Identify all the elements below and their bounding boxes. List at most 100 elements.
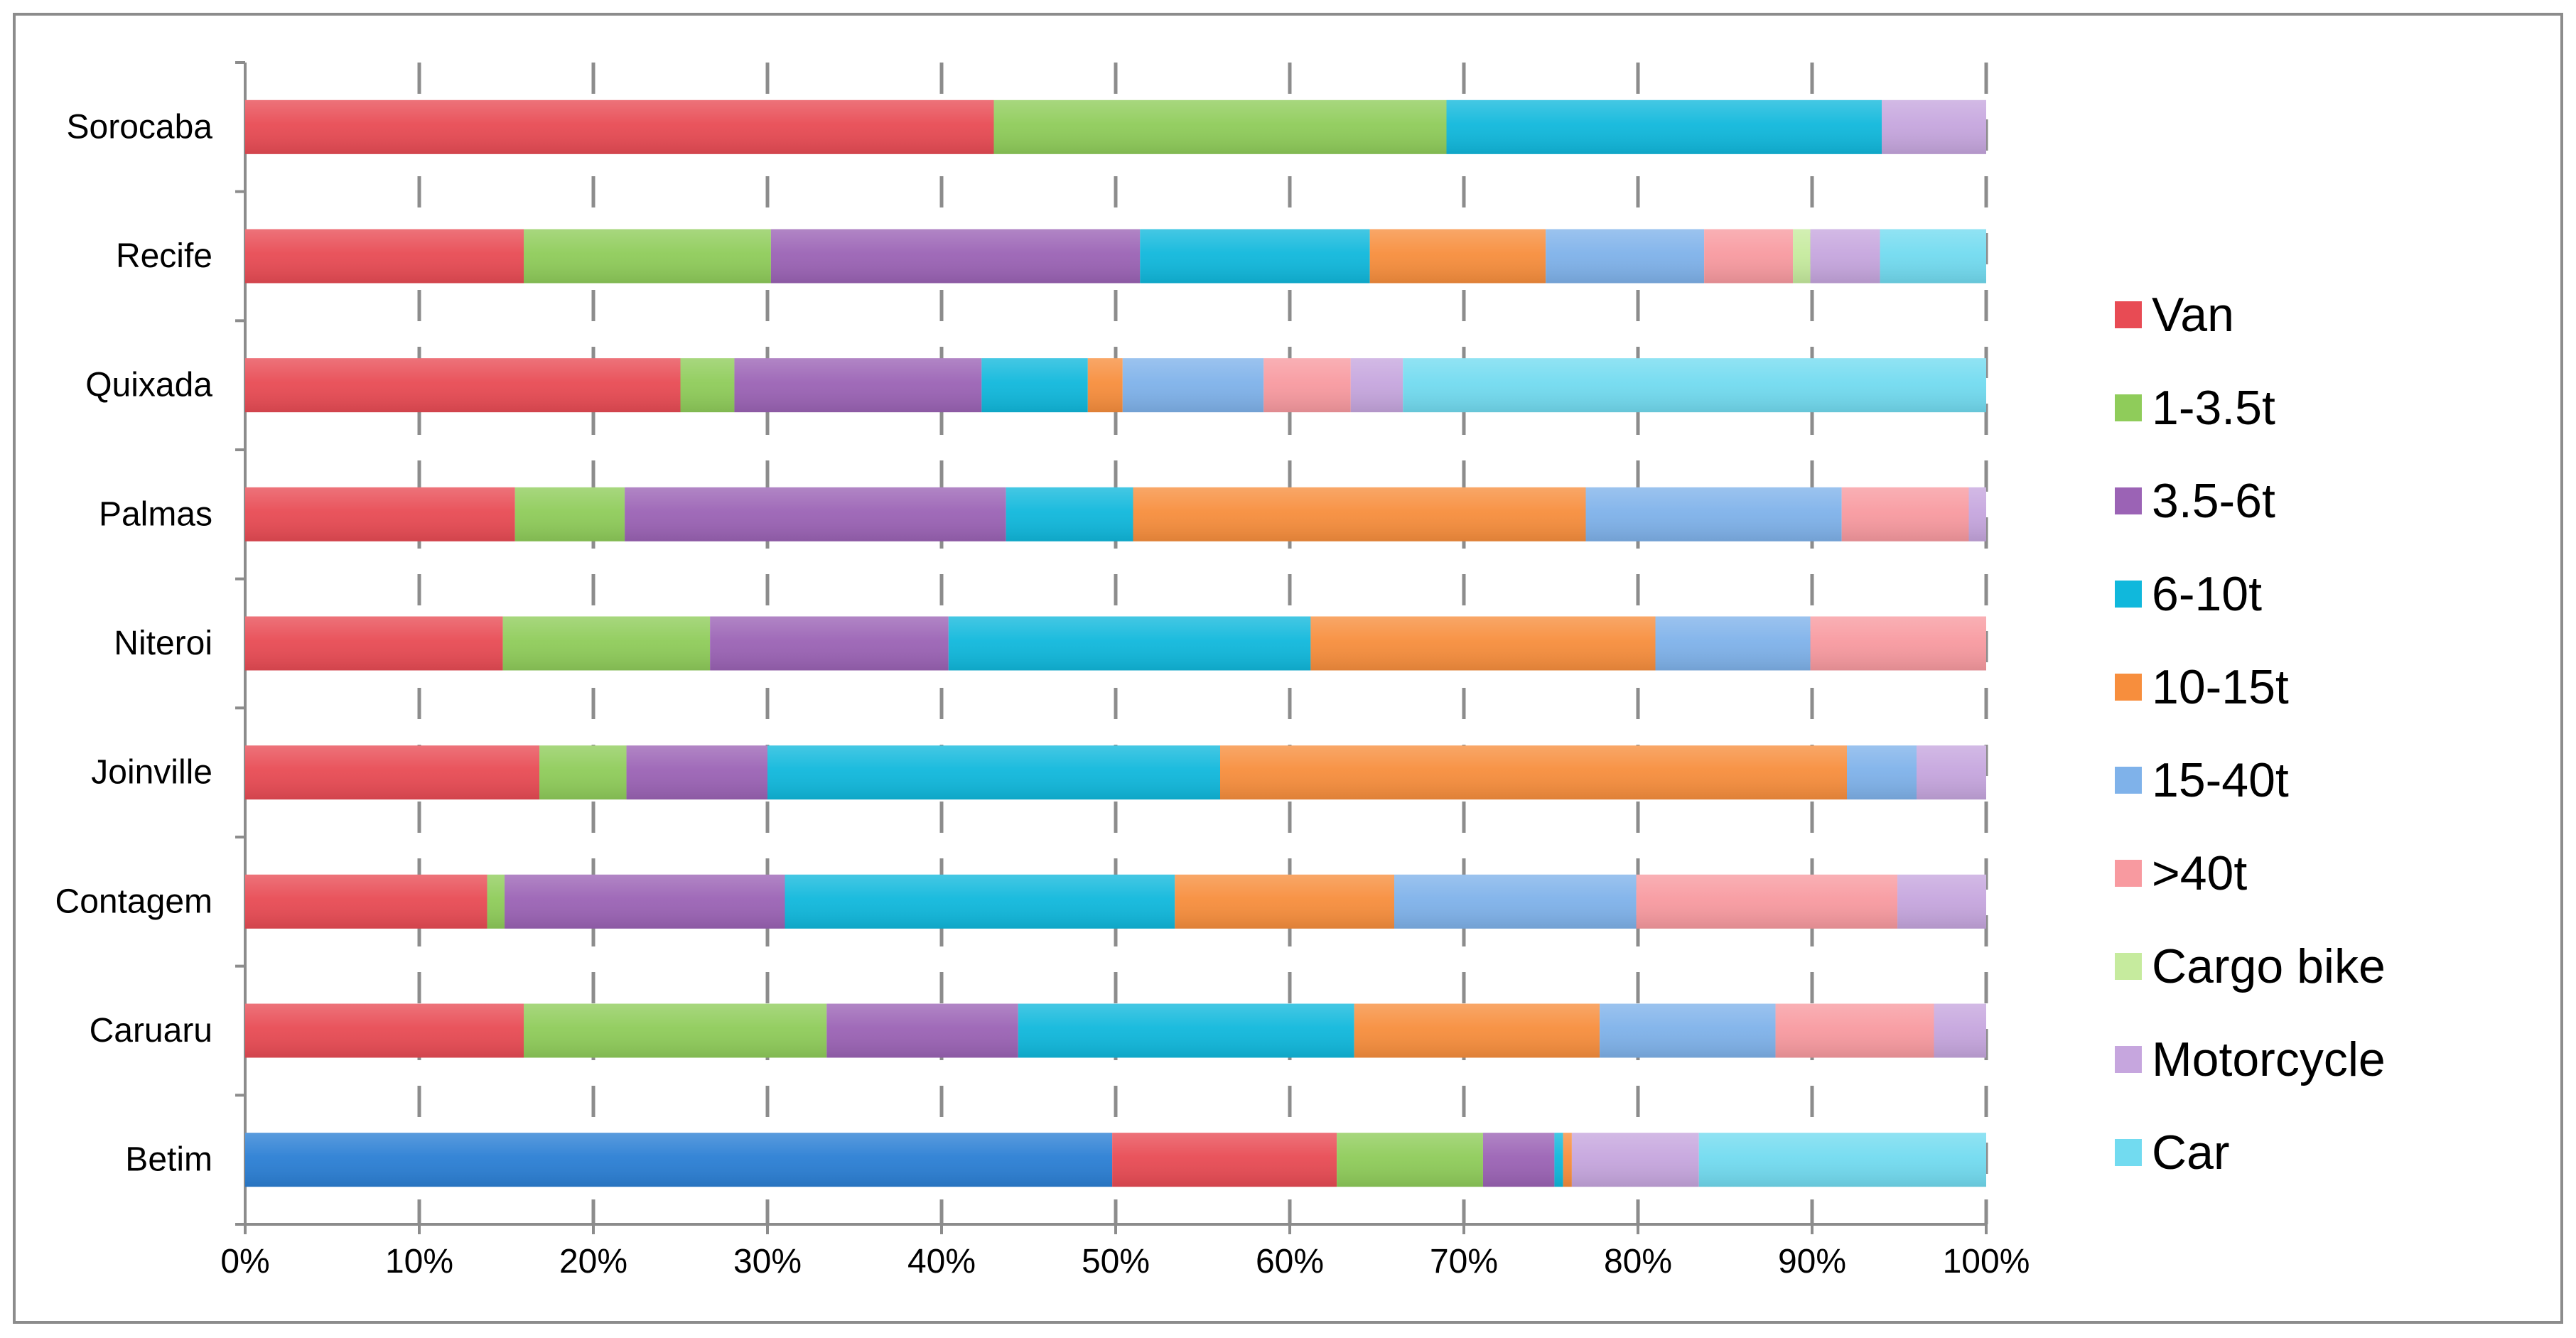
bar-shade-palmas-10-15t — [1133, 487, 1586, 541]
category-label-quixada: Quixada — [85, 367, 212, 404]
bar-shade-contagem-40t — [1636, 874, 1898, 929]
legend-swatch-15-40t — [2115, 767, 2142, 794]
bar-shade-palmas-15-40t — [1585, 487, 1842, 541]
category-label-caruaru: Caruaru — [90, 1012, 212, 1050]
bar-shade-palmas-6-10t — [1006, 487, 1133, 541]
bar-shade-contagem-van — [245, 874, 487, 929]
x-tick-label-0: 0% — [220, 1243, 269, 1280]
legend-label-10-15t: 10-15t — [2152, 660, 2289, 714]
bar-shade-recife-car — [1880, 229, 1986, 284]
x-tick-label-100: 100% — [1943, 1243, 2030, 1280]
bar-shade-joinville-motorcycle — [1917, 745, 1986, 800]
legend-label-40t: >40t — [2152, 846, 2247, 900]
bar-shade-sorocaba-6-10t — [1446, 99, 1882, 154]
bar-shade-betim-6-10t — [1554, 1133, 1563, 1187]
bar-shade-betim-1-3-5t — [1337, 1133, 1483, 1187]
category-label-joinville: Joinville — [91, 754, 212, 792]
bar-shade-quixada-car — [1403, 358, 1986, 413]
category-label-recife: Recife — [116, 237, 212, 275]
bar-shade-niteroi-40t — [1810, 616, 1986, 671]
x-tick-label-50: 50% — [1082, 1243, 1150, 1280]
bar-shade-quixada-40t — [1263, 358, 1351, 413]
bar-shade-joinville-15-40t — [1847, 745, 1917, 800]
axis-labels: Sorocaba Recife Quixada Palmas Niteroi Joinvi… — [55, 108, 2030, 1280]
legend-label-3-5-6t: 3.5-6t — [2152, 474, 2275, 528]
bar-shade-sorocaba-van — [245, 99, 994, 154]
category-label-niteroi: Niteroi — [114, 625, 212, 662]
bar-shade-palmas-motorcycle — [1968, 487, 1986, 541]
bar-shade-caruaru-1-3-5t — [524, 1003, 827, 1058]
bar-shade-joinville-van — [245, 745, 540, 800]
legend-swatch-cargo-bike — [2115, 953, 2142, 980]
x-tick-label-10: 10% — [385, 1243, 453, 1280]
legend-swatch-1-3-5t — [2115, 394, 2142, 421]
category-label-betim: Betim — [125, 1141, 212, 1179]
bar-shade-recife-1-3-5t — [524, 229, 771, 284]
bar-shade-quixada-3-5-6t — [734, 358, 982, 413]
bar-shade-contagem-3-5-6t — [505, 874, 785, 929]
bar-shade-recife-van — [245, 229, 524, 284]
bar-shade-caruaru-3-5-6t — [826, 1003, 1018, 1058]
bar-shade-sorocaba-1-3-5t — [993, 99, 1447, 154]
bar-shade-joinville-10-15t — [1220, 745, 1847, 800]
x-tick-label-60: 60% — [1256, 1243, 1324, 1280]
bar-shade-niteroi-3-5-6t — [710, 616, 949, 671]
bar-shade-recife-cargo-bike — [1793, 229, 1811, 284]
bar-shade-niteroi-10-15t — [1310, 616, 1656, 671]
bar-shade-betim-10-15t — [1563, 1133, 1572, 1187]
bar-shade-caruaru-10-15t — [1354, 1003, 1600, 1058]
legend-swatch-6-10t — [2115, 581, 2142, 608]
legend-swatch-motorcycle — [2115, 1046, 2142, 1073]
category-label-contagem: Contagem — [55, 883, 212, 920]
bar-shade-niteroi-6-10t — [948, 616, 1311, 671]
x-tick-label-90: 90% — [1778, 1243, 1846, 1280]
bar-shade-quixada-6-10t — [981, 358, 1088, 413]
legend-label-motorcycle: Motorcycle — [2152, 1032, 2386, 1086]
bar-shade-betim-van — [1112, 1133, 1337, 1187]
bar-shade-palmas-1-3-5t — [514, 487, 625, 541]
legend-swatch-40t — [2115, 860, 2142, 887]
x-tick-label-40: 40% — [907, 1243, 976, 1280]
bar-shade-palmas-van — [245, 487, 515, 541]
category-label-sorocaba: Sorocaba — [67, 108, 213, 146]
category-label-palmas: Palmas — [99, 495, 212, 533]
bar-shade-quixada-1-3-5t — [680, 358, 735, 413]
bar-shade-sorocaba-motorcycle — [1882, 99, 1986, 154]
bar-shade-recife-6-10t — [1140, 229, 1370, 284]
bars — [245, 99, 1986, 1187]
bar-shade-recife-40t — [1704, 229, 1794, 284]
legend-label-car: Car — [2152, 1126, 2230, 1180]
bar-shade-recife-10-15t — [1369, 229, 1546, 284]
bar-shade-contagem-10-15t — [1175, 874, 1394, 929]
legend: Van 1-3.5t 3.5-6t 6-10t 10-15t 15-40t >40t Carg… — [2115, 288, 2386, 1180]
legend-swatch-van — [2115, 301, 2142, 328]
bar-shade-recife-15-40t — [1546, 229, 1705, 284]
legend-label-1-3-5t: 1-3.5t — [2152, 381, 2275, 435]
bar-shade-caruaru-40t — [1775, 1003, 1934, 1058]
legend-label-van: Van — [2152, 288, 2234, 342]
bar-shade-palmas-3-5-6t — [625, 487, 1006, 541]
bar-shade-caruaru-van — [245, 1003, 524, 1058]
legend-swatch-car — [2115, 1139, 2142, 1166]
x-tick-label-70: 70% — [1430, 1243, 1498, 1280]
bar-shade-quixada-15-40t — [1122, 358, 1264, 413]
legend-label-15-40t: 15-40t — [2152, 753, 2289, 807]
bar-shade-contagem-1-3-5t — [487, 874, 505, 929]
bar-shade-caruaru-15-40t — [1600, 1003, 1776, 1058]
bar-shade-contagem-motorcycle — [1897, 874, 1986, 929]
legend-label-6-10t: 6-10t — [2152, 567, 2262, 621]
x-tick-label-80: 80% — [1604, 1243, 1672, 1280]
bar-shade-joinville-3-5-6t — [626, 745, 767, 800]
bar-shade-contagem-15-40t — [1394, 874, 1637, 929]
bar-shade-quixada-van — [245, 358, 681, 413]
bar-shade-palmas-40t — [1841, 487, 1969, 541]
bar-shade-betim-3-5-6t — [1482, 1133, 1555, 1187]
bar-shade-joinville-1-3-5t — [539, 745, 627, 800]
bar-shade-niteroi-1-3-5t — [502, 616, 711, 671]
bar-shade-betim-car — [1698, 1133, 1986, 1187]
bar-shade-recife-motorcycle — [1810, 229, 1880, 284]
x-tick-label-30: 30% — [733, 1243, 802, 1280]
bar-shade-joinville-6-10t — [767, 745, 1220, 800]
legend-label-cargo-bike: Cargo bike — [2152, 939, 2386, 993]
